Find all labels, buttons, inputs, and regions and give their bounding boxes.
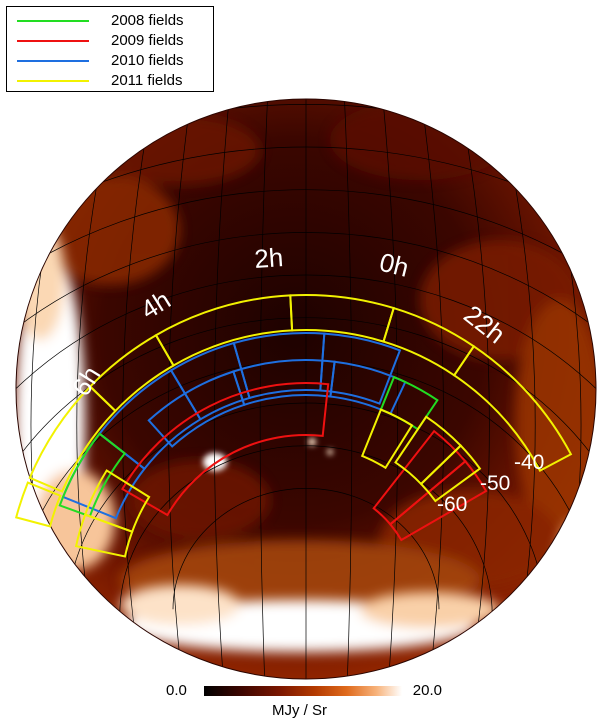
grid-parallel [16, 146, 596, 655]
legend-label: 2010 fields [111, 52, 184, 69]
field-2009-east [388, 459, 488, 542]
field-2011-west [83, 469, 151, 533]
legend-label: 2009 fields [111, 32, 184, 49]
field-2008-west [58, 432, 127, 518]
legend-item-2011: 2011 fields [17, 71, 207, 91]
field-2011-east [419, 444, 482, 503]
dec-label-50: -50 [480, 472, 510, 495]
legend-swatch [17, 60, 89, 62]
field-2011-outer [452, 344, 573, 472]
colorbar-min-label: 0.0 [166, 682, 187, 699]
legend-label: 2008 fields [111, 12, 184, 29]
grid-meridian [259, 99, 269, 679]
grid-parallel [16, 274, 596, 638]
colorbar-max-label: 20.0 [412, 682, 442, 699]
grid-parallel [16, 189, 596, 650]
dec-label-60: -60 [437, 493, 467, 516]
legend-label: 2011 fields [111, 72, 183, 89]
grid-parallel [172, 487, 440, 610]
legend: 2008 fields 2009 fields 2010 fields 2011… [6, 6, 214, 92]
sphere-outline [15, 98, 597, 680]
legend-item-2008: 2008 fields [17, 11, 207, 31]
legend-item-2010: 2010 fields [17, 51, 207, 71]
legend-swatch [17, 40, 89, 42]
ra-label-0h: 0h [377, 247, 412, 283]
sky-map: 6h 4h 2h 0h 22h -40 -50 -60 [14, 98, 597, 680]
grid-meridian [343, 99, 353, 679]
colorbar-unit-label: MJy / Sr [272, 702, 327, 719]
dec-label-40: -40 [514, 451, 544, 474]
grid-meridian [457, 99, 490, 679]
grid-parallel [16, 232, 596, 644]
field-2011-outer [14, 481, 62, 528]
grid-meridian [213, 99, 231, 679]
colorbar: 0.0 20.0 MJy / Sr [166, 682, 446, 722]
grid-parallel [119, 445, 493, 615]
legend-swatch [17, 80, 89, 82]
grid-meridian [122, 99, 155, 679]
survey-fields [14, 294, 573, 558]
grid-meridian [419, 99, 444, 679]
ra-label-2h: 2h [253, 242, 284, 274]
grid-meridian [381, 99, 399, 679]
colorbar-gradient [204, 686, 402, 696]
grid-parallel [16, 317, 596, 633]
grid-parallel [16, 104, 596, 661]
field-2011-center [360, 408, 414, 470]
legend-swatch [17, 20, 89, 22]
grid-meridian [168, 99, 193, 679]
legend-item-2009: 2009 fields [17, 31, 207, 51]
field-2009-main [121, 382, 330, 517]
